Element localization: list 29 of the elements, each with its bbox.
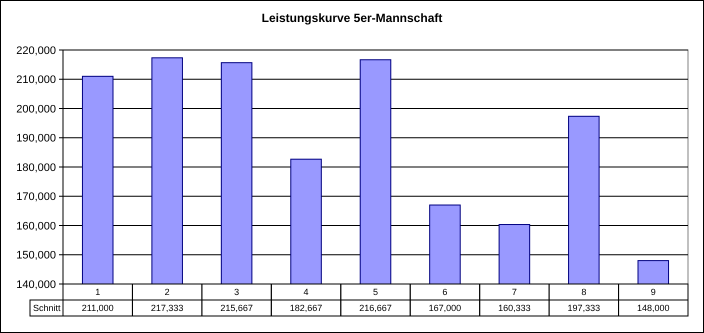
x-tick-label: 4	[304, 287, 309, 298]
data-label: 182,667	[290, 303, 322, 314]
y-tick-label: 180,000	[16, 162, 56, 174]
data-label: 197,333	[568, 303, 600, 314]
data-label: 160,333	[498, 303, 531, 314]
y-tick-label: 200,000	[16, 103, 56, 116]
text: Schnitt	[33, 303, 62, 314]
data-label: 148,000	[637, 303, 670, 314]
x-tick-label: 5	[372, 287, 378, 298]
y-tick-label: 160,000	[16, 220, 56, 232]
y-tick-label: 210,000	[16, 74, 56, 86]
y-tick-label: 190,000	[16, 132, 56, 145]
data-label: 216,667	[359, 303, 392, 314]
x-tick-label: 2	[164, 287, 170, 298]
x-tick-label: 7	[512, 287, 517, 298]
x-tick-label: 1	[95, 287, 100, 298]
x-tick-label: 9	[650, 287, 656, 298]
data-label: 211,000	[82, 303, 114, 314]
data-label: 217,333	[150, 303, 184, 314]
x-tick-label: 6	[442, 287, 448, 298]
y-tick-label: 220,000	[16, 44, 56, 57]
data-label: 215,667	[220, 303, 253, 314]
data-label: 167,000	[428, 303, 462, 314]
chart-title: Leistungskurve 5er-Mannschaft	[262, 11, 442, 25]
y-tick-label: 150,000	[16, 250, 56, 262]
x-tick-label: 8	[581, 287, 586, 298]
y-tick-label: 170,000	[16, 191, 56, 204]
y-tick-label: 140,000	[16, 278, 56, 291]
x-tick-label: 3	[234, 287, 240, 298]
